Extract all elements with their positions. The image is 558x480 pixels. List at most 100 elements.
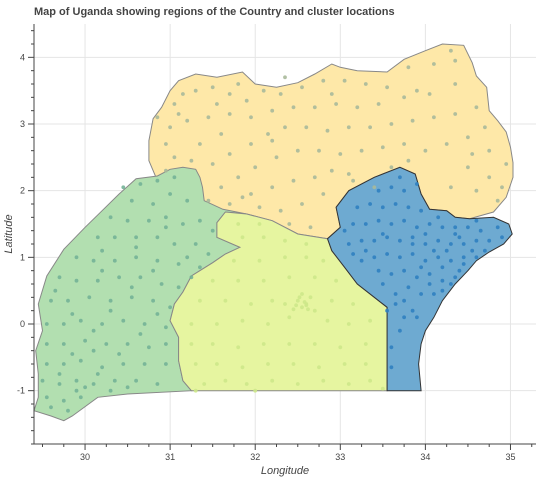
cluster-point-western-69: [155, 382, 160, 386]
cluster-point-northern-57: [274, 155, 279, 160]
cluster-point-northern-42: [389, 122, 394, 126]
x-tick-label-35: 35: [505, 452, 515, 462]
cluster-point-eastern-66: [457, 268, 462, 273]
cluster-point-northern-54: [338, 152, 343, 156]
cluster-point-central-23: [363, 342, 368, 346]
cluster-point-western-54: [147, 345, 151, 350]
cluster-points: [40, 48, 509, 413]
cluster-point-eastern-47: [453, 225, 458, 230]
cluster-point-western-0: [121, 185, 126, 190]
cluster-point-western-20: [206, 252, 211, 256]
cluster-point-western-67: [112, 378, 117, 383]
cluster-point-northern-78: [500, 185, 504, 190]
cluster-point-western-17: [155, 235, 160, 240]
y-tick-label-3: 3: [20, 119, 25, 129]
cluster-point-western-81: [151, 268, 156, 273]
cluster-point-eastern-60: [398, 175, 402, 180]
cluster-point-eastern-29: [385, 235, 389, 240]
cluster-point-western-63: [40, 378, 45, 383]
cluster-point-western-76: [95, 372, 100, 376]
x-tick-label-34: 34: [420, 452, 430, 462]
cluster-point-northern-52: [380, 145, 385, 150]
cluster-point-eastern-69: [385, 308, 389, 313]
cluster-point-northern-77: [487, 175, 492, 180]
cluster-point-western-3: [172, 175, 177, 180]
cluster-point-western-40: [151, 298, 156, 303]
cluster-point-northern-72: [257, 205, 262, 210]
cluster-point-eastern-82: [461, 255, 466, 260]
cluster-point-eastern-63: [453, 232, 458, 236]
cluster-point-northern-87: [351, 178, 355, 183]
cluster-point-northern-19: [376, 102, 381, 106]
cluster-point-central-24: [189, 322, 194, 326]
cluster-point-northern-93: [155, 115, 160, 120]
cluster-point-central-62: [257, 222, 262, 226]
cluster-point-northern-63: [249, 192, 253, 196]
cluster-point-central-7: [368, 378, 372, 383]
cluster-point-northern-56: [295, 148, 300, 153]
y-tick-label-2: 2: [20, 186, 25, 196]
cluster-point-central-42: [249, 302, 253, 306]
cluster-point-central-2: [244, 382, 249, 386]
cluster-point-northern-67: [329, 168, 334, 173]
cluster-point-central-54: [283, 255, 287, 260]
cluster-point-western-72: [78, 395, 83, 400]
cluster-point-eastern-19: [398, 255, 402, 260]
cluster-point-western-38: [108, 298, 113, 303]
cluster-point-central-51: [334, 278, 338, 283]
cluster-point-central-12: [291, 362, 296, 366]
cluster-point-western-9: [125, 218, 130, 223]
cluster-point-western-53: [125, 342, 130, 346]
cluster-point-eastern-57: [389, 185, 394, 190]
cluster-point-eastern-59: [415, 182, 419, 186]
cluster-point-western-10: [147, 218, 151, 223]
cluster-point-western-39: [129, 295, 134, 300]
cluster-point-western-16: [134, 235, 139, 240]
cluster-point-central-9: [215, 362, 219, 366]
cluster-point-northern-6: [261, 88, 266, 93]
cluster-point-eastern-79: [351, 252, 355, 256]
cluster-point-northern-8: [300, 85, 304, 90]
cluster-point-western-94: [74, 388, 79, 393]
cluster-point-central-43: [270, 298, 275, 303]
cluster-point-northern-11: [363, 82, 368, 86]
cluster-point-central-6: [346, 382, 351, 386]
cluster-point-eastern-18: [385, 252, 389, 256]
cluster-point-western-83: [134, 245, 139, 250]
cluster-point-northern-33: [210, 162, 215, 166]
cluster-point-eastern-11: [402, 268, 406, 273]
cluster-point-northern-99: [270, 138, 275, 143]
cluster-point-eastern-17: [372, 255, 377, 260]
cluster-point-eastern-6: [419, 292, 423, 296]
y-tick-label--1: -1: [17, 386, 25, 396]
cluster-point-northern-74: [287, 222, 292, 226]
cluster-point-eastern-10: [389, 272, 394, 276]
cluster-point-eastern-22: [436, 255, 441, 260]
cluster-point-central-21: [312, 342, 317, 346]
cluster-point-western-34: [176, 285, 181, 290]
cluster-point-western-77: [70, 352, 75, 356]
cluster-point-western-98: [189, 275, 194, 280]
cluster-point-northern-14: [432, 62, 436, 66]
cluster-point-central-58: [261, 235, 266, 240]
cluster-point-western-25: [155, 258, 160, 263]
cluster-point-eastern-12: [415, 275, 419, 280]
cluster-point-western-47: [142, 322, 147, 326]
cluster-point-central-63: [304, 303, 309, 308]
cluster-point-eastern-39: [351, 222, 355, 226]
cluster-point-western-41: [168, 305, 173, 310]
cluster-point-eastern-37: [487, 238, 492, 243]
cluster-point-northern-32: [189, 158, 194, 163]
cluster-point-central-46: [210, 278, 215, 283]
cluster-point-western-42: [44, 322, 49, 326]
cluster-point-western-51: [83, 338, 87, 343]
cluster-point-western-78: [91, 328, 96, 333]
cluster-point-central-60: [304, 242, 309, 246]
cluster-point-northern-12: [385, 85, 389, 90]
cluster-point-central-27: [266, 322, 270, 326]
cluster-point-eastern-87: [393, 302, 398, 306]
cluster-point-northern-60: [219, 185, 224, 190]
cluster-point-western-85: [53, 288, 58, 293]
cluster-point-western-61: [142, 362, 147, 366]
